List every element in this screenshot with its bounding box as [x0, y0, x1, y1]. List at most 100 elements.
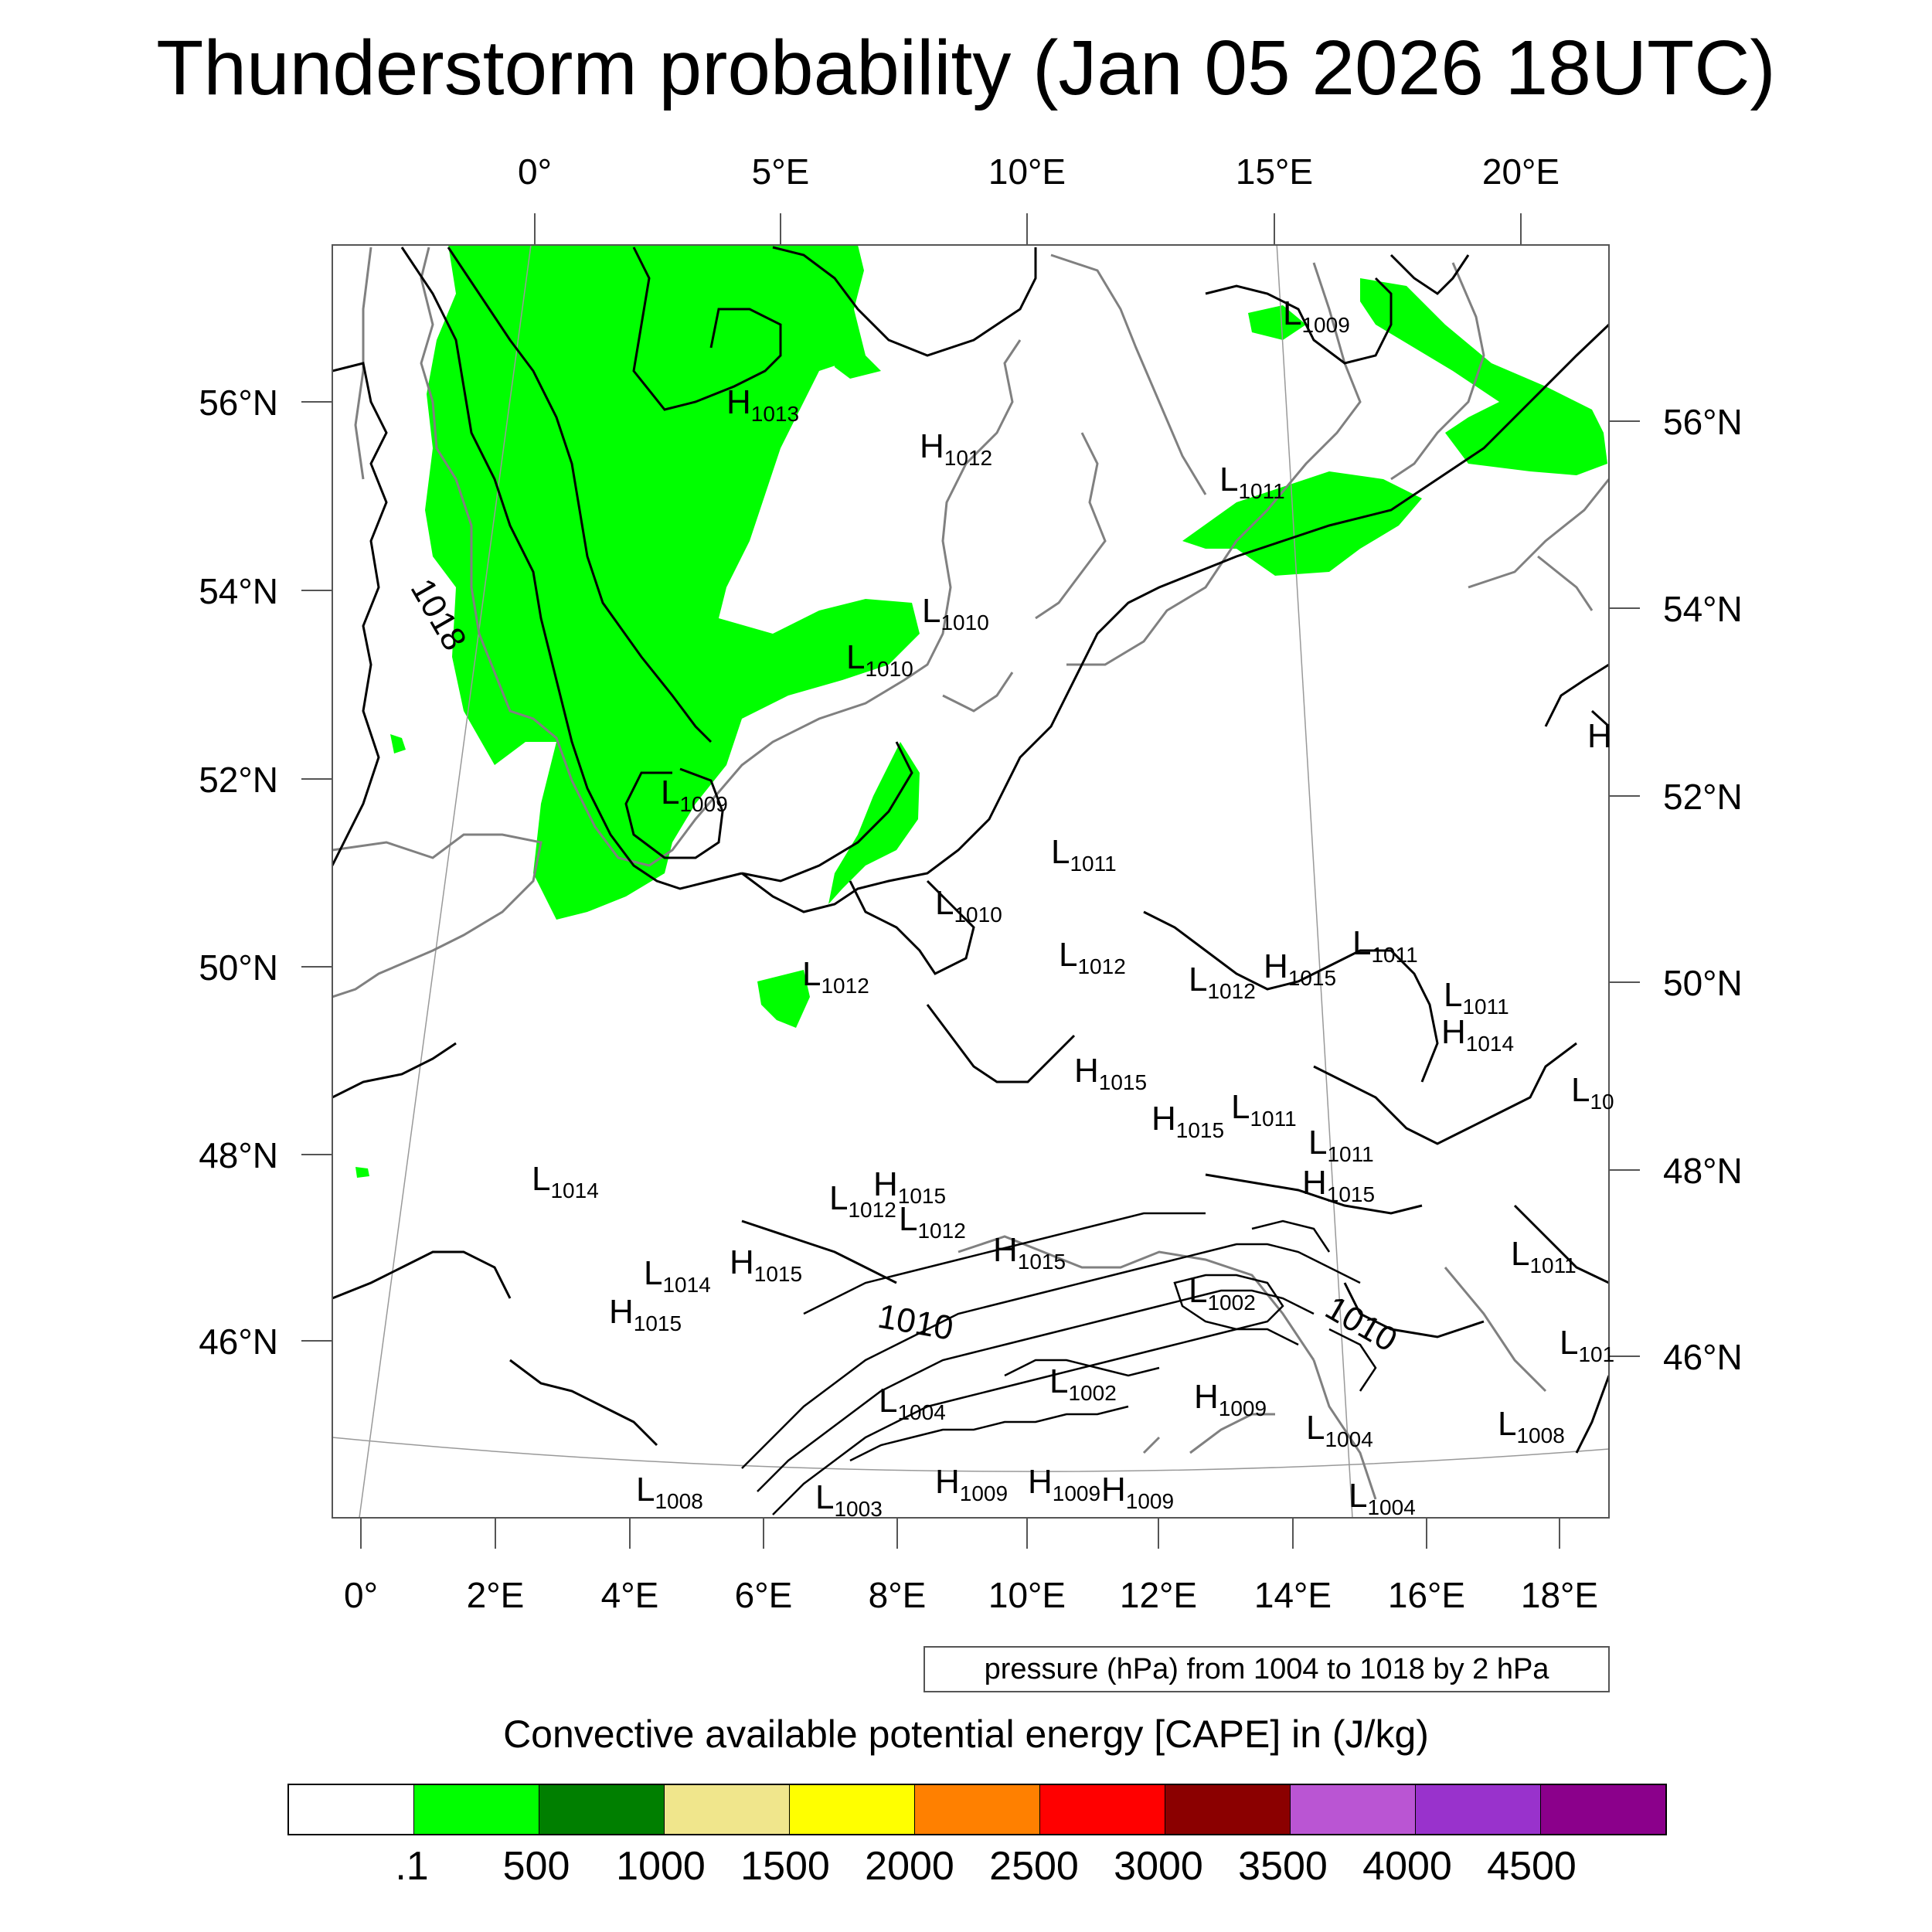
center-value: 1015: [1018, 1250, 1066, 1274]
cape-area-west-fleck: [390, 734, 406, 753]
center-type: H: [935, 1463, 960, 1501]
center-type: L: [1231, 1088, 1250, 1126]
center-value: 1015: [634, 1311, 682, 1335]
svg-text:L1004: L1004: [1349, 1477, 1416, 1519]
center-type: L: [1306, 1409, 1325, 1447]
colorbar-swatch: [1291, 1785, 1416, 1834]
center-value: 1015: [1288, 966, 1336, 990]
center-type: H: [993, 1231, 1018, 1269]
center-type: H: [920, 427, 944, 465]
svg-text:L1014: L1014: [532, 1160, 599, 1202]
svg-text:H1009: H1009: [1028, 1463, 1100, 1505]
center-value: 1012: [848, 1198, 896, 1222]
svg-text:L1008: L1008: [1498, 1405, 1565, 1447]
cape-area-baltic-south: [1182, 471, 1422, 576]
svg-text:L1011: L1011: [1051, 833, 1117, 876]
svg-text:H1015: H1015: [1264, 947, 1336, 990]
colorbar-swatch: [1040, 1785, 1165, 1834]
bottom-longitude-labels: 0° 2°E 4°E 6°E 8°E 10°E 12°E 14°E 16°E 1…: [344, 1575, 1598, 1615]
svg-text:L1011: L1011: [1352, 924, 1418, 967]
alpine-isobars: [741, 1212, 1377, 1515]
center-value: 1004: [1367, 1495, 1415, 1519]
top-lon-label: 10°E: [988, 151, 1066, 192]
svg-text:L1011: L1011: [1444, 976, 1509, 1019]
center-value: 1011: [1371, 943, 1417, 967]
center-type: H: [1302, 1164, 1327, 1202]
center-value: 1009: [960, 1481, 1008, 1505]
isobars: [332, 246, 1609, 1454]
center-value: 1002: [1207, 1291, 1255, 1315]
svg-text:L1008: L1008: [636, 1471, 703, 1513]
cape-area-north-sea: [425, 245, 920, 920]
center-value: 1011: [1238, 479, 1284, 503]
svg-text:L1012: L1012: [899, 1200, 966, 1243]
center-type: L: [644, 1254, 662, 1292]
center-value: 1003: [834, 1497, 882, 1521]
cape-area-baltic-east: [1360, 278, 1607, 475]
center-type: H: [609, 1293, 634, 1331]
colorbar-swatch: [1416, 1785, 1541, 1834]
center-type: H: [1074, 1052, 1099, 1090]
svg-text:L1009: L1009: [661, 774, 728, 816]
center-type: L: [1352, 924, 1371, 962]
svg-text:L1011: L1011: [1231, 1088, 1297, 1131]
bottom-lon-label: 0°: [344, 1575, 378, 1615]
center-value: 1012: [944, 446, 992, 470]
center-value: 1011: [1250, 1107, 1296, 1131]
center-value: 1011: [1327, 1142, 1373, 1166]
svg-text:L1009: L1009: [1283, 294, 1350, 337]
center-type: L: [1059, 936, 1077, 974]
center-type: H: [1028, 1463, 1053, 1501]
svg-text:H1015: H1015: [873, 1165, 946, 1208]
center-type: L: [899, 1200, 917, 1238]
cape-fill-areas: [355, 245, 1607, 1178]
svg-text:L1012: L1012: [802, 955, 869, 998]
colorbar-swatch: [539, 1785, 665, 1834]
svg-text:H1015: H1015: [1302, 1164, 1375, 1206]
center-type: L: [1189, 1272, 1207, 1310]
right-lat-label: 46°N: [1663, 1337, 1743, 1377]
center-value: 1012: [821, 974, 869, 998]
center-value: 1012: [1207, 979, 1255, 1003]
colorbar: [287, 1784, 1667, 1835]
center-value: 1012: [917, 1219, 965, 1243]
center-type: L: [1049, 1362, 1068, 1400]
center-value: 1011: [1070, 852, 1116, 876]
graticule: [332, 245, 1609, 1518]
bottom-lon-label: 14°E: [1254, 1575, 1332, 1615]
svg-text:H1015: H1015: [993, 1231, 1066, 1274]
center-value: 1011: [1529, 1253, 1576, 1277]
center-value: 1009: [1301, 313, 1349, 337]
bottom-lon-label: 12°E: [1120, 1575, 1197, 1615]
center-value: 1011: [1462, 995, 1509, 1019]
center-type: L: [1349, 1477, 1367, 1515]
center-value: 1014: [1466, 1032, 1514, 1056]
center-type: L: [802, 955, 821, 993]
right-lat-label: 52°N: [1663, 777, 1743, 817]
center-type: L: [1511, 1235, 1529, 1273]
center-value: 1009: [1219, 1396, 1267, 1420]
center-type: L: [815, 1478, 834, 1516]
svg-text:L1011: L1011: [1308, 1124, 1374, 1166]
plot-frame: [332, 244, 1610, 1519]
svg-text:L1002: L1002: [1049, 1362, 1117, 1405]
svg-text:L1010: L1010: [935, 884, 1002, 927]
contour-label-1010-west: 1010: [875, 1298, 956, 1348]
center-type: L: [1308, 1124, 1327, 1162]
colorbar-label: 1000: [616, 1844, 706, 1889]
colorbar-swatch: [790, 1785, 915, 1834]
center-value: 1015: [898, 1184, 946, 1208]
bottom-lon-label: 4°E: [601, 1575, 659, 1615]
top-lon-label: 15°E: [1236, 151, 1313, 192]
center-type: L: [1560, 1324, 1578, 1362]
left-lat-label: 54°N: [199, 571, 278, 611]
svg-text:L1012: L1012: [829, 1179, 896, 1222]
left-lat-label: 50°N: [199, 947, 278, 988]
colorbar-label: 2500: [989, 1844, 1079, 1889]
center-value: 1010: [954, 903, 1002, 927]
left-lat-label: 48°N: [199, 1135, 278, 1175]
center-value: 10: [1590, 1090, 1614, 1114]
svg-text:H1015: H1015: [1151, 1100, 1224, 1142]
center-value: 1015: [754, 1262, 802, 1286]
center-value: 1015: [1099, 1070, 1147, 1094]
